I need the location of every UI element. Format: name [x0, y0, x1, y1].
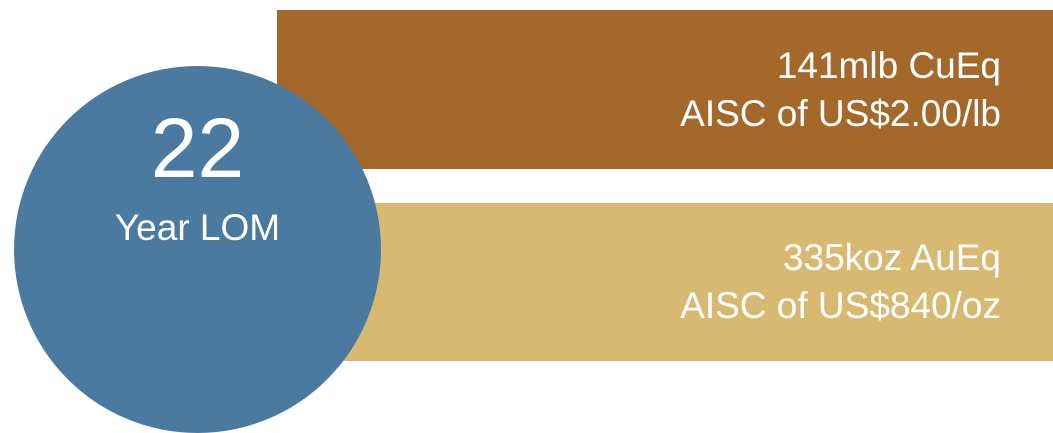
lom-label: Year LOM: [114, 207, 281, 248]
gold-aisc-text: AISC of US$840/oz: [680, 285, 1001, 326]
copper-panel: 141mlb CuEq AISC of US$2.00/lb: [277, 10, 1053, 169]
copper-production-text: 141mlb CuEq: [776, 44, 1001, 86]
lom-years-number: 22: [150, 101, 245, 195]
gold-production-text: 335koz AuEq: [782, 237, 1001, 278]
gold-panel: 335koz AuEq AISC of US$840/oz: [277, 203, 1053, 361]
lom-circle: 22 Year LOM: [14, 66, 381, 433]
copper-aisc-text: AISC of US$2.00/lb: [680, 92, 1001, 134]
